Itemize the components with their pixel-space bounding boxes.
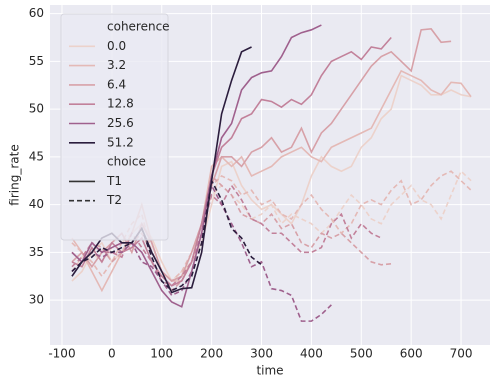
legend-label: T2 (106, 193, 122, 207)
series-line (71, 28, 452, 282)
legend-label: 3.2 (107, 58, 126, 72)
x-tick-label: 400 (300, 347, 323, 361)
legend-title: coherence (107, 20, 170, 34)
y-axis-title: firing_rate (8, 144, 22, 205)
x-tick-label: 600 (400, 347, 423, 361)
legend-label: T1 (106, 174, 122, 188)
legend-label: 0.0 (107, 39, 126, 53)
legend-label: 6.4 (107, 77, 126, 91)
y-tick-label: 60 (29, 6, 44, 20)
series-line (71, 183, 332, 322)
x-tick-label: 100 (150, 347, 173, 361)
y-tick-label: 50 (29, 102, 44, 116)
legend: coherence 0.0 3.2 6.4 12.8 25.6 51.2 choice T1 T2 (60, 13, 170, 241)
x-tick-label: 500 (350, 347, 373, 361)
x-tick-label: -100 (48, 347, 75, 361)
y-tick-label: 35 (29, 245, 44, 259)
y-tick-label: 55 (29, 54, 44, 68)
y-tick-label: 40 (29, 197, 44, 211)
legend-label: 51.2 (107, 135, 134, 149)
x-tick-label: 700 (450, 347, 473, 361)
x-tick-label: 300 (250, 347, 273, 361)
legend-label: 12.8 (107, 97, 134, 111)
series-line (71, 183, 382, 287)
series-line (71, 178, 263, 292)
series-line (71, 169, 472, 283)
legend-label: 25.6 (107, 116, 134, 130)
legend-title: choice (107, 155, 146, 169)
x-tick-label: 0 (108, 347, 116, 361)
legend-box (60, 13, 169, 241)
x-tick-label: 200 (200, 347, 223, 361)
x-axis-title: time (256, 364, 283, 378)
y-tick-label: 30 (29, 293, 44, 307)
y-tick-label: 45 (29, 149, 44, 163)
